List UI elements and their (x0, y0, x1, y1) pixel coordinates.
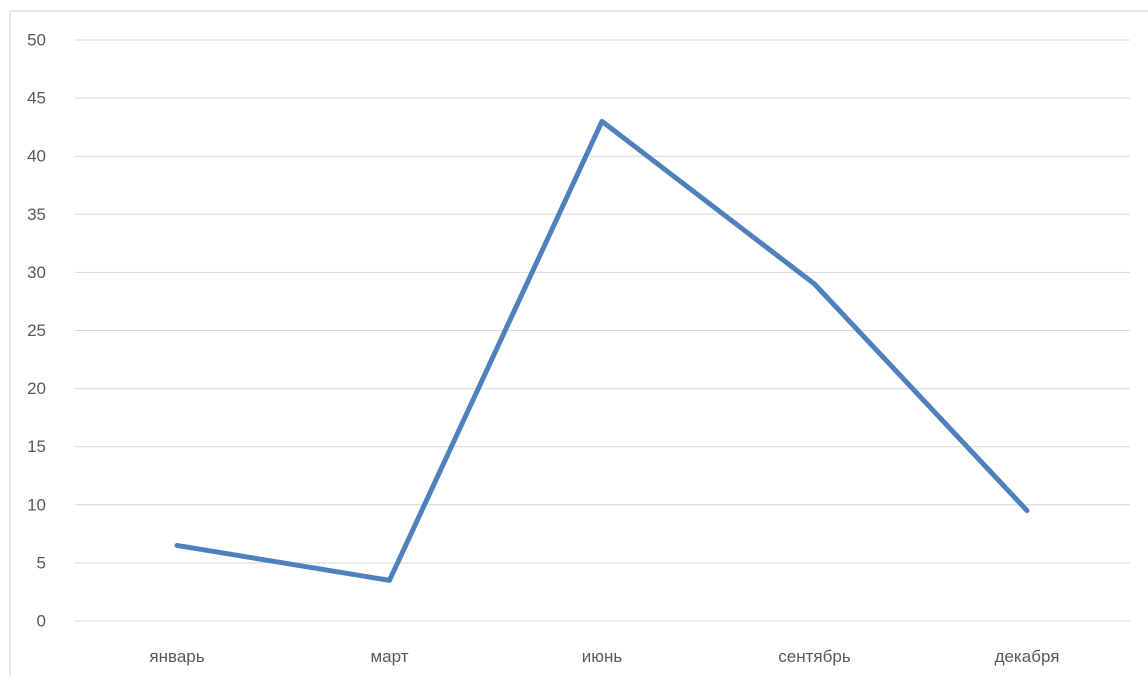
x-tick-label: январь (149, 647, 204, 666)
y-tick-label: 35 (27, 205, 46, 224)
y-tick-label: 30 (27, 263, 46, 282)
x-tick-label: июнь (582, 647, 623, 666)
gridlines (75, 39, 1130, 622)
x-tick-label: сентябрь (778, 647, 851, 666)
y-tick-label: 0 (37, 612, 46, 631)
data-point (598, 117, 606, 125)
y-tick-label: 25 (27, 321, 46, 340)
y-tick-label: 40 (27, 147, 46, 166)
data-point (1023, 507, 1031, 515)
series-lines (173, 117, 1031, 584)
y-tick-label: 20 (27, 379, 46, 398)
y-tick-label: 45 (27, 89, 46, 108)
y-tick-label: 50 (27, 31, 46, 50)
y-tick-label: 15 (27, 437, 46, 456)
x-axis-tick-labels: январь март июнь сентябрь декабря (149, 647, 1059, 666)
data-point (173, 541, 181, 549)
x-tick-label: март (370, 647, 408, 666)
y-axis-tick-labels: 0 5 10 15 20 25 30 35 40 45 50 (27, 31, 46, 631)
data-point (386, 576, 394, 584)
y-tick-label: 5 (37, 553, 46, 572)
data-point (811, 280, 819, 288)
series-line (174, 118, 1030, 583)
y-tick-label: 10 (27, 495, 46, 514)
x-tick-label: декабря (995, 647, 1060, 666)
